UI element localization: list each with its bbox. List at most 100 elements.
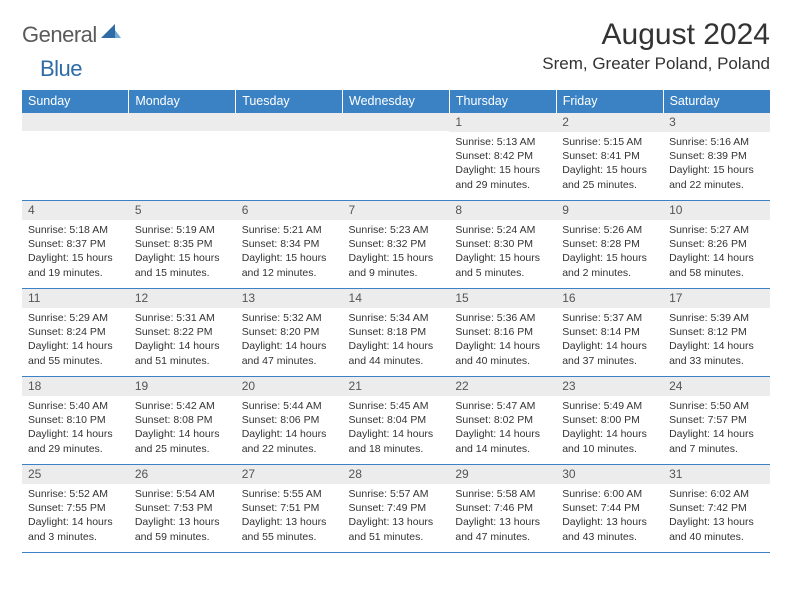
day-number: 18 bbox=[22, 377, 129, 396]
sunset: Sunset: 8:10 PM bbox=[28, 413, 123, 427]
weekday-header-row: Sunday Monday Tuesday Wednesday Thursday… bbox=[22, 90, 770, 113]
calendar-day-cell: 25Sunrise: 5:52 AMSunset: 7:55 PMDayligh… bbox=[22, 465, 129, 553]
weekday-header: Monday bbox=[129, 90, 236, 113]
day-data: Sunrise: 5:55 AMSunset: 7:51 PMDaylight:… bbox=[236, 484, 343, 548]
sunrise: Sunrise: 6:00 AM bbox=[562, 487, 657, 501]
sunrise: Sunrise: 5:27 AM bbox=[669, 223, 764, 237]
sunset: Sunset: 7:44 PM bbox=[562, 501, 657, 515]
logo-text-general: General bbox=[22, 22, 97, 48]
day-data: Sunrise: 5:40 AMSunset: 8:10 PMDaylight:… bbox=[22, 396, 129, 460]
daylight: Daylight: 14 hours and 55 minutes. bbox=[28, 339, 123, 367]
day-number: 26 bbox=[129, 465, 236, 484]
sunrise: Sunrise: 5:36 AM bbox=[455, 311, 550, 325]
daylight: Daylight: 14 hours and 14 minutes. bbox=[455, 427, 550, 455]
sunrise: Sunrise: 5:39 AM bbox=[669, 311, 764, 325]
day-data: Sunrise: 5:42 AMSunset: 8:08 PMDaylight:… bbox=[129, 396, 236, 460]
daylight: Daylight: 14 hours and 37 minutes. bbox=[562, 339, 657, 367]
daylight: Daylight: 14 hours and 3 minutes. bbox=[28, 515, 123, 543]
calendar-day-cell: 6Sunrise: 5:21 AMSunset: 8:34 PMDaylight… bbox=[236, 201, 343, 289]
day-number: 14 bbox=[343, 289, 450, 308]
calendar-day-cell bbox=[129, 113, 236, 201]
sunrise: Sunrise: 5:16 AM bbox=[669, 135, 764, 149]
day-data: Sunrise: 5:29 AMSunset: 8:24 PMDaylight:… bbox=[22, 308, 129, 372]
sunset: Sunset: 8:26 PM bbox=[669, 237, 764, 251]
weekday-header: Sunday bbox=[22, 90, 129, 113]
sunrise: Sunrise: 5:31 AM bbox=[135, 311, 230, 325]
day-data: Sunrise: 5:57 AMSunset: 7:49 PMDaylight:… bbox=[343, 484, 450, 548]
location: Srem, Greater Poland, Poland bbox=[542, 54, 770, 74]
logo-mark-icon bbox=[101, 22, 121, 43]
day-number: 16 bbox=[556, 289, 663, 308]
calendar-day-cell: 30Sunrise: 6:00 AMSunset: 7:44 PMDayligh… bbox=[556, 465, 663, 553]
sunrise: Sunrise: 5:13 AM bbox=[455, 135, 550, 149]
day-data: Sunrise: 5:49 AMSunset: 8:00 PMDaylight:… bbox=[556, 396, 663, 460]
sunrise: Sunrise: 5:34 AM bbox=[349, 311, 444, 325]
day-data: Sunrise: 5:31 AMSunset: 8:22 PMDaylight:… bbox=[129, 308, 236, 372]
daylight: Daylight: 14 hours and 7 minutes. bbox=[669, 427, 764, 455]
calendar-day-cell: 1Sunrise: 5:13 AMSunset: 8:42 PMDaylight… bbox=[449, 113, 556, 201]
sunrise: Sunrise: 5:50 AM bbox=[669, 399, 764, 413]
day-number: 20 bbox=[236, 377, 343, 396]
calendar-day-cell: 26Sunrise: 5:54 AMSunset: 7:53 PMDayligh… bbox=[129, 465, 236, 553]
sunrise: Sunrise: 5:54 AM bbox=[135, 487, 230, 501]
daylight: Daylight: 14 hours and 22 minutes. bbox=[242, 427, 337, 455]
sunset: Sunset: 8:16 PM bbox=[455, 325, 550, 339]
day-number: 29 bbox=[449, 465, 556, 484]
day-data: Sunrise: 5:44 AMSunset: 8:06 PMDaylight:… bbox=[236, 396, 343, 460]
calendar-day-cell: 28Sunrise: 5:57 AMSunset: 7:49 PMDayligh… bbox=[343, 465, 450, 553]
day-number: 13 bbox=[236, 289, 343, 308]
sunset: Sunset: 8:00 PM bbox=[562, 413, 657, 427]
day-data: Sunrise: 5:15 AMSunset: 8:41 PMDaylight:… bbox=[556, 132, 663, 196]
daylight: Daylight: 15 hours and 15 minutes. bbox=[135, 251, 230, 279]
calendar-day-cell: 17Sunrise: 5:39 AMSunset: 8:12 PMDayligh… bbox=[663, 289, 770, 377]
day-number: 24 bbox=[663, 377, 770, 396]
calendar-day-cell bbox=[236, 113, 343, 201]
calendar-day-cell: 29Sunrise: 5:58 AMSunset: 7:46 PMDayligh… bbox=[449, 465, 556, 553]
sunset: Sunset: 8:34 PM bbox=[242, 237, 337, 251]
day-number bbox=[22, 113, 129, 131]
daylight: Daylight: 13 hours and 51 minutes. bbox=[349, 515, 444, 543]
day-number: 19 bbox=[129, 377, 236, 396]
sunset: Sunset: 8:39 PM bbox=[669, 149, 764, 163]
calendar-week-row: 11Sunrise: 5:29 AMSunset: 8:24 PMDayligh… bbox=[22, 289, 770, 377]
calendar-day-cell bbox=[22, 113, 129, 201]
day-data: Sunrise: 5:58 AMSunset: 7:46 PMDaylight:… bbox=[449, 484, 556, 548]
day-data: Sunrise: 5:52 AMSunset: 7:55 PMDaylight:… bbox=[22, 484, 129, 548]
calendar-day-cell: 10Sunrise: 5:27 AMSunset: 8:26 PMDayligh… bbox=[663, 201, 770, 289]
day-number: 28 bbox=[343, 465, 450, 484]
day-number: 4 bbox=[22, 201, 129, 220]
sunrise: Sunrise: 5:19 AM bbox=[135, 223, 230, 237]
sunrise: Sunrise: 5:29 AM bbox=[28, 311, 123, 325]
day-number: 9 bbox=[556, 201, 663, 220]
sunrise: Sunrise: 5:45 AM bbox=[349, 399, 444, 413]
daylight: Daylight: 15 hours and 29 minutes. bbox=[455, 163, 550, 191]
calendar-day-cell: 12Sunrise: 5:31 AMSunset: 8:22 PMDayligh… bbox=[129, 289, 236, 377]
calendar-day-cell: 21Sunrise: 5:45 AMSunset: 8:04 PMDayligh… bbox=[343, 377, 450, 465]
sunset: Sunset: 8:06 PM bbox=[242, 413, 337, 427]
sunrise: Sunrise: 5:52 AM bbox=[28, 487, 123, 501]
calendar-day-cell: 18Sunrise: 5:40 AMSunset: 8:10 PMDayligh… bbox=[22, 377, 129, 465]
calendar-week-row: 4Sunrise: 5:18 AMSunset: 8:37 PMDaylight… bbox=[22, 201, 770, 289]
day-data: Sunrise: 5:32 AMSunset: 8:20 PMDaylight:… bbox=[236, 308, 343, 372]
sunset: Sunset: 8:02 PM bbox=[455, 413, 550, 427]
calendar-day-cell: 5Sunrise: 5:19 AMSunset: 8:35 PMDaylight… bbox=[129, 201, 236, 289]
calendar-day-cell: 20Sunrise: 5:44 AMSunset: 8:06 PMDayligh… bbox=[236, 377, 343, 465]
day-data: Sunrise: 5:21 AMSunset: 8:34 PMDaylight:… bbox=[236, 220, 343, 284]
daylight: Daylight: 14 hours and 58 minutes. bbox=[669, 251, 764, 279]
day-number: 1 bbox=[449, 113, 556, 132]
daylight: Daylight: 15 hours and 5 minutes. bbox=[455, 251, 550, 279]
calendar-day-cell: 15Sunrise: 5:36 AMSunset: 8:16 PMDayligh… bbox=[449, 289, 556, 377]
day-number: 7 bbox=[343, 201, 450, 220]
daylight: Daylight: 15 hours and 2 minutes. bbox=[562, 251, 657, 279]
day-number bbox=[343, 113, 450, 131]
day-number: 31 bbox=[663, 465, 770, 484]
sunrise: Sunrise: 5:49 AM bbox=[562, 399, 657, 413]
sunset: Sunset: 8:22 PM bbox=[135, 325, 230, 339]
title-block: August 2024 Srem, Greater Poland, Poland bbox=[542, 18, 770, 74]
sunset: Sunset: 8:41 PM bbox=[562, 149, 657, 163]
day-data: Sunrise: 5:37 AMSunset: 8:14 PMDaylight:… bbox=[556, 308, 663, 372]
sunset: Sunset: 8:14 PM bbox=[562, 325, 657, 339]
sunset: Sunset: 8:32 PM bbox=[349, 237, 444, 251]
daylight: Daylight: 14 hours and 25 minutes. bbox=[135, 427, 230, 455]
day-data: Sunrise: 5:26 AMSunset: 8:28 PMDaylight:… bbox=[556, 220, 663, 284]
